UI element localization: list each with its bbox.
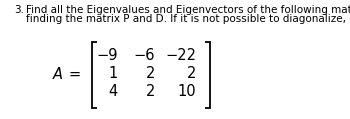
- Text: 2: 2: [187, 67, 196, 82]
- Text: $A\,=$: $A\,=$: [52, 66, 80, 82]
- Text: −6: −6: [133, 49, 155, 64]
- Text: −22: −22: [165, 49, 196, 64]
- Text: 2: 2: [146, 67, 155, 82]
- Text: 4: 4: [109, 84, 118, 99]
- Text: 3.: 3.: [14, 5, 24, 15]
- Text: 1: 1: [109, 67, 118, 82]
- Text: finding the matrix P and D. If it is not possible to diagonalize, explain why. S: finding the matrix P and D. If it is not…: [26, 14, 350, 24]
- Text: 10: 10: [177, 84, 196, 99]
- Text: Find all the Eigenvalues and Eigenvectors of the following matrix. Then diagonal: Find all the Eigenvalues and Eigenvector…: [26, 5, 350, 15]
- Text: −9: −9: [97, 49, 118, 64]
- Text: 2: 2: [146, 84, 155, 99]
